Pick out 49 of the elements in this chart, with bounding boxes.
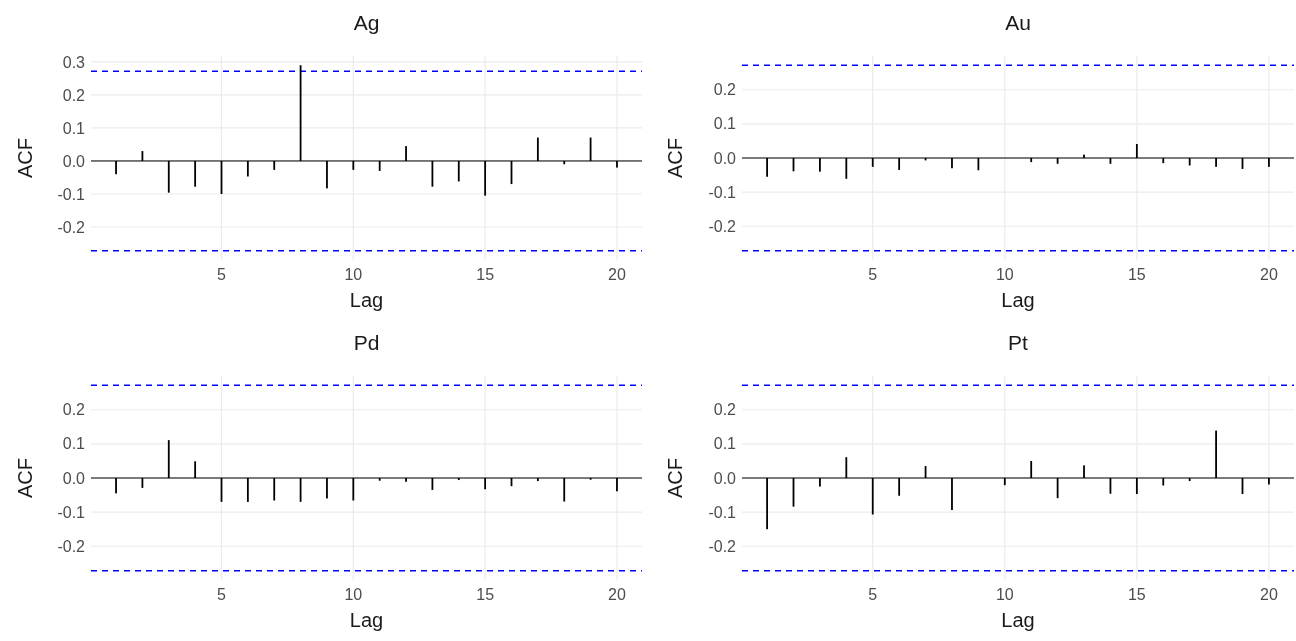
y-axis-title: ACF xyxy=(664,138,686,178)
y-tick-label: -0.1 xyxy=(708,503,737,521)
y-tick-label: -0.1 xyxy=(57,503,86,521)
x-tick-label: 20 xyxy=(1260,586,1278,603)
chart-title: Pt xyxy=(1008,331,1029,354)
y-tick-label: 0.2 xyxy=(62,401,86,419)
y-tick-label: 0.0 xyxy=(713,469,737,487)
x-axis-title: Lag xyxy=(1001,289,1035,311)
y-axis-title: ACF xyxy=(14,138,36,178)
x-tick-label: 5 xyxy=(868,586,878,603)
y-tick-label: 0.1 xyxy=(713,435,737,453)
x-tick-label: 5 xyxy=(217,266,227,283)
x-tick-label: 5 xyxy=(217,586,227,603)
y-tick-label: 0.2 xyxy=(62,86,86,104)
x-axis-title: Lag xyxy=(349,289,384,311)
y-tick-label: 0.0 xyxy=(62,152,86,170)
y-tick-label: 0.2 xyxy=(713,401,737,419)
x-tick-label: 15 xyxy=(1127,266,1146,283)
y-tick-label: -0.1 xyxy=(57,185,86,203)
y-tick-label: 0.3 xyxy=(62,53,86,71)
x-tick-label: 20 xyxy=(608,586,626,603)
chart-title: Au xyxy=(1005,11,1031,34)
x-axis-title: Lag xyxy=(1001,609,1035,631)
y-tick-label: 0.0 xyxy=(713,149,737,167)
chart-title: Pd xyxy=(353,331,380,354)
x-tick-label: 10 xyxy=(344,266,363,283)
x-tick-label: 10 xyxy=(995,586,1014,603)
y-tick-label: -0.2 xyxy=(57,537,86,555)
x-axis-title: Lag xyxy=(349,609,384,631)
x-tick-label: 10 xyxy=(995,266,1014,283)
chart-title: Ag xyxy=(353,11,380,34)
x-tick-label: 10 xyxy=(344,586,363,603)
x-tick-label: 20 xyxy=(608,266,626,283)
y-tick-label: -0.2 xyxy=(57,218,86,236)
y-tick-label: 0.1 xyxy=(713,115,737,133)
y-tick-label: 0.1 xyxy=(62,435,86,453)
x-tick-label: 5 xyxy=(868,266,878,283)
x-tick-label: 20 xyxy=(1260,266,1278,283)
x-tick-label: 15 xyxy=(476,266,495,283)
y-tick-label: 0.2 xyxy=(713,81,737,99)
y-tick-label: -0.2 xyxy=(708,537,737,555)
y-axis-title: ACF xyxy=(664,458,686,498)
x-tick-label: 15 xyxy=(1127,586,1146,603)
y-tick-label: -0.2 xyxy=(708,217,737,235)
y-tick-label: 0.0 xyxy=(62,469,86,487)
y-axis-title: ACF xyxy=(14,458,36,498)
x-tick-label: 15 xyxy=(476,586,495,603)
y-tick-label: 0.1 xyxy=(62,119,86,137)
y-tick-label: -0.1 xyxy=(708,183,737,201)
